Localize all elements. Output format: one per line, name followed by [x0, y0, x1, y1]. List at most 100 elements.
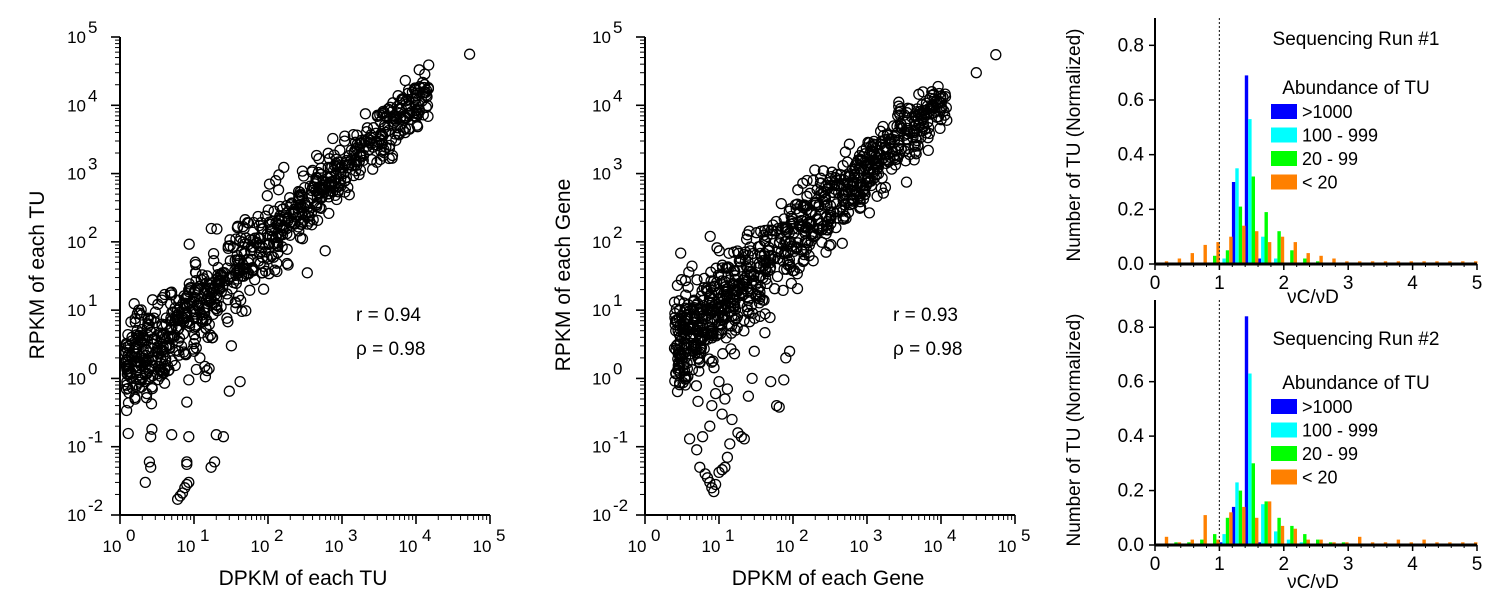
scatter-point	[181, 456, 193, 468]
histogram-bar	[1242, 506, 1246, 545]
scatter-point	[139, 476, 151, 489]
scatter-point	[696, 431, 709, 443]
legend-swatch	[1271, 469, 1297, 485]
scatter-point	[201, 364, 213, 377]
histogram-bar	[1319, 255, 1323, 264]
scatter-point	[141, 387, 153, 400]
scatter-point	[716, 408, 728, 420]
legend-label: >1000	[1302, 397, 1353, 417]
scatter-point	[681, 303, 693, 316]
scatter-point	[823, 213, 835, 225]
legend-swatch	[1271, 151, 1297, 166]
scatter-point	[207, 247, 220, 260]
y-tick-exponent: 1	[88, 291, 97, 310]
scatter-point	[713, 312, 725, 324]
y-tick-label: 0.4	[1118, 145, 1145, 166]
scatter-point	[795, 214, 808, 227]
scatter-point	[397, 92, 409, 105]
scatter-point	[278, 161, 290, 174]
histogram-bar	[1213, 534, 1217, 545]
x-tick-label: 10	[473, 537, 492, 556]
scatter-point	[807, 227, 820, 240]
scatter-point	[132, 330, 144, 343]
scatter-point	[820, 246, 832, 258]
scatter-point	[710, 262, 722, 274]
scatter-point	[232, 220, 244, 232]
scatter-point	[166, 306, 178, 319]
scatter-point	[188, 329, 201, 341]
histogram-bar	[1267, 242, 1272, 264]
scatter-point	[126, 331, 138, 343]
scatter-point	[889, 153, 902, 166]
scatter-point	[347, 128, 360, 141]
scatter-point	[794, 206, 806, 218]
correlation-r: r = 0.94	[356, 305, 421, 326]
scatter-point	[822, 182, 834, 194]
scatter-point	[253, 219, 265, 232]
scatter-point	[870, 156, 882, 169]
scatter-point	[694, 357, 706, 369]
y-tick-label: 10	[592, 506, 611, 525]
scatter-point	[327, 132, 339, 145]
y-tick-exponent: 5	[88, 18, 97, 37]
legend-label: 100 - 999	[1302, 421, 1378, 441]
scatter-point	[386, 149, 399, 162]
scatter-point	[853, 150, 866, 162]
scatter-point	[359, 108, 372, 120]
scatter-point	[139, 375, 151, 388]
scatter-point	[255, 216, 267, 229]
y-tick-label: 10	[592, 301, 611, 320]
scatter-point	[206, 332, 218, 344]
scatter-point	[896, 123, 908, 135]
x-tick-label: 10	[702, 537, 721, 556]
histogram-bar	[1255, 231, 1259, 264]
scatter-point	[154, 344, 166, 356]
legend-label: 100 - 999	[1302, 126, 1378, 146]
scatter-point	[236, 246, 248, 258]
histogram-bar	[1293, 528, 1297, 545]
scatter-point	[791, 268, 803, 280]
scatter-point	[374, 153, 386, 166]
scatter-point	[875, 182, 887, 194]
scatter-point	[732, 247, 745, 259]
scatter-point	[271, 265, 283, 278]
x-tick-label: 4	[1407, 273, 1418, 294]
scatter-point	[134, 374, 147, 386]
x-tick-exponent: 3	[348, 526, 357, 545]
scatter-point	[166, 429, 178, 441]
scatter-point	[263, 216, 276, 228]
scatter-x-axis-title: DPKM of each TU	[219, 567, 388, 590]
legend-label: 20 - 99	[1302, 149, 1358, 169]
scatter-point	[676, 349, 689, 361]
scatter-point	[671, 385, 684, 398]
scatter-point	[262, 204, 274, 216]
x-tick-exponent: 0	[651, 526, 660, 545]
scatter-point	[771, 270, 784, 283]
scatter-point	[730, 312, 742, 325]
y-tick-label: 0.6	[1118, 90, 1144, 111]
scatter-point	[882, 133, 895, 145]
scatter-point	[913, 108, 925, 120]
scatter-point	[884, 138, 896, 150]
scatter-point	[378, 106, 390, 119]
scatter-point	[780, 352, 792, 364]
scatter-point	[931, 111, 943, 123]
scatter-point	[805, 215, 817, 228]
scatter-point	[181, 478, 193, 491]
scatter-point	[205, 222, 217, 235]
scatter-point	[738, 433, 750, 445]
scatter-point	[704, 420, 716, 432]
scatter-point	[801, 174, 813, 187]
x-tick-label: 3	[1343, 273, 1354, 294]
histogram-bar	[1264, 501, 1268, 545]
scatter-point	[266, 225, 278, 237]
scatter-point	[267, 251, 280, 263]
scatter-point	[793, 262, 805, 274]
scatter-point	[261, 190, 273, 202]
scatter-point	[813, 198, 825, 211]
scatter-point	[463, 48, 476, 60]
scatter-point	[306, 166, 318, 178]
scatter-axes: 10010110210310410510-210-110010110210310…	[67, 18, 505, 556]
scatter-point	[213, 280, 225, 292]
